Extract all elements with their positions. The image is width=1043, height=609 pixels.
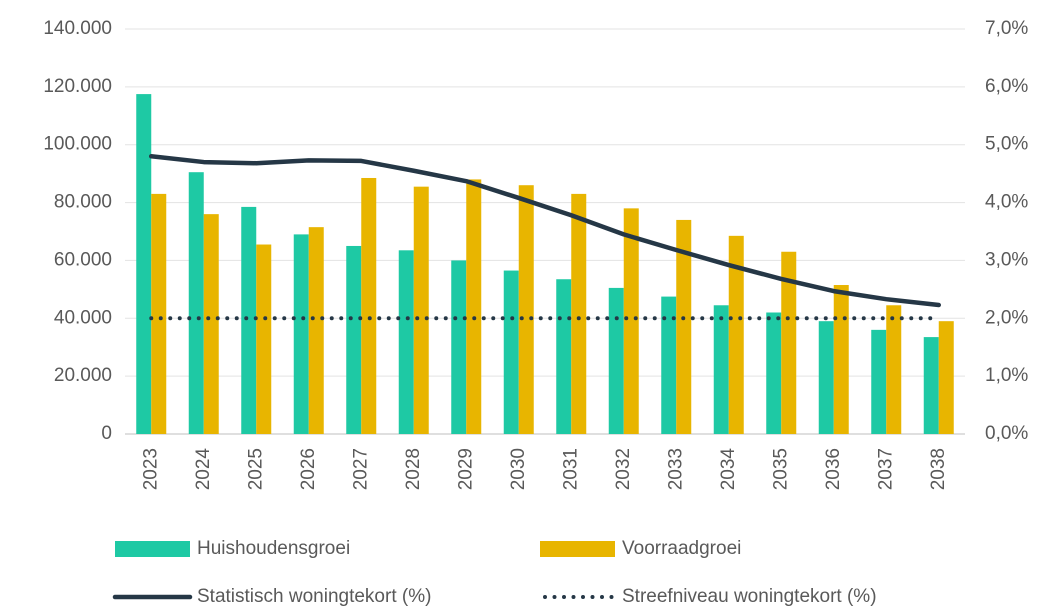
bar [136, 94, 152, 434]
bar [871, 329, 887, 434]
bar [571, 193, 587, 434]
bar [346, 245, 362, 434]
bar [728, 235, 744, 434]
bar [413, 186, 429, 434]
legend-label: Statistisch woningtekort (%) [197, 586, 431, 607]
bar [781, 251, 797, 434]
bar [556, 279, 572, 434]
x-tick-label: 2023 [140, 448, 161, 490]
y-tick-label: 80.000 [54, 192, 112, 213]
trend-line [149, 154, 941, 308]
y-tick-label: 40.000 [54, 307, 112, 328]
x-tick-label: 2035 [770, 448, 791, 490]
y-tick-label: 120.000 [43, 76, 112, 97]
bar [188, 172, 204, 435]
x-tick-label: 2033 [665, 448, 686, 490]
bar [886, 305, 902, 434]
x-tick-label: 2024 [193, 448, 214, 491]
y-tick-label: 60.000 [54, 249, 112, 270]
legend-swatch [540, 541, 615, 557]
bar [256, 244, 272, 434]
bar [833, 285, 849, 434]
legend-label: Voorraadgroei [622, 538, 741, 559]
bar [661, 296, 677, 434]
bar [713, 305, 729, 434]
bar [608, 287, 624, 434]
y-tick-label: 140.000 [43, 18, 112, 39]
bar [518, 185, 534, 434]
x-tick-label: 2038 [928, 448, 949, 490]
legend-label: Streefniveau woningtekort (%) [622, 586, 877, 607]
x-tick-label: 2032 [613, 448, 634, 490]
y2-tick-label: 4,0% [985, 192, 1028, 213]
y2-tick-label: 6,0% [985, 76, 1028, 97]
y2-tick-label: 7,0% [985, 18, 1028, 39]
x-tick-label: 2031 [560, 448, 581, 490]
y2-tick-label: 3,0% [985, 249, 1028, 270]
bar [766, 312, 782, 434]
bar [151, 193, 167, 434]
bar [938, 321, 954, 434]
bar [361, 177, 377, 434]
bar [676, 219, 692, 434]
bar [203, 214, 219, 434]
bar [923, 337, 939, 434]
x-tick-label: 2034 [718, 448, 739, 491]
x-tick-label: 2029 [455, 448, 476, 490]
x-tick-label: 2037 [875, 448, 896, 490]
x-tick-label: 2028 [403, 448, 424, 490]
bar [398, 250, 414, 434]
bar [308, 227, 324, 434]
x-tick-label: 2025 [245, 448, 266, 490]
bar [818, 321, 834, 434]
x-tick-label: 2030 [508, 448, 529, 490]
bar [503, 270, 519, 434]
bar [623, 208, 639, 434]
x-tick-label: 2036 [823, 448, 844, 490]
y2-tick-label: 5,0% [985, 134, 1028, 155]
y2-tick-label: 1,0% [985, 365, 1028, 386]
y-tick-label: 0 [101, 423, 112, 444]
bar [241, 206, 257, 434]
bar [451, 260, 467, 434]
y2-tick-label: 0,0% [985, 423, 1028, 444]
x-tick-label: 2027 [350, 448, 371, 490]
x-tick-label: 2026 [298, 448, 319, 490]
legend-swatch [115, 541, 190, 557]
bar [293, 234, 309, 434]
y-tick-label: 20.000 [54, 365, 112, 386]
y2-tick-label: 2,0% [985, 307, 1028, 328]
y-tick-label: 100.000 [43, 134, 112, 155]
bar [466, 179, 482, 434]
legend-label: Huishoudensgroei [197, 538, 350, 559]
